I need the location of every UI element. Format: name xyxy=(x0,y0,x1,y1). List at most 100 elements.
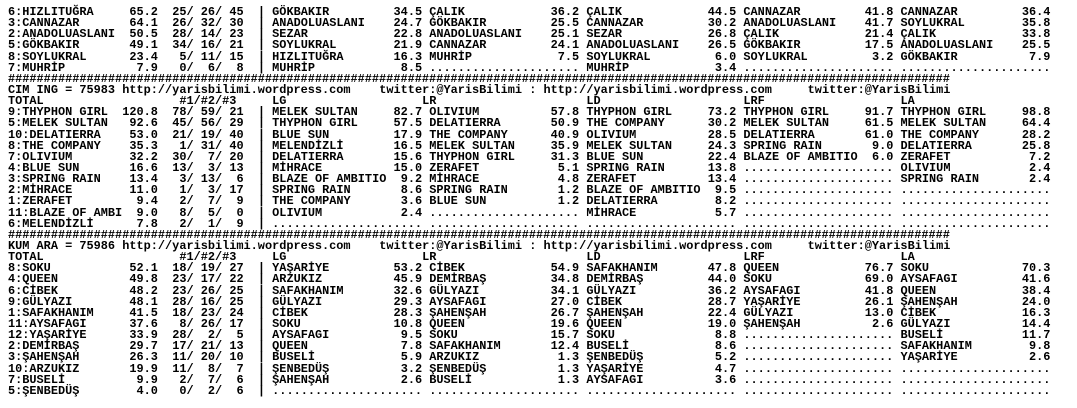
cell-score: 3.4 xyxy=(714,60,737,75)
cell-score: 2.6 xyxy=(1029,350,1051,365)
table-row: 9:GÜLYAZI 48.1 28/16/25 | GÜLYAZI 29.3 AYSAFAG… xyxy=(8,294,1077,309)
cell-score: 1.3 xyxy=(557,372,580,387)
cell-horse-name: BLUE SUN xyxy=(586,149,644,164)
placing-separator: / xyxy=(215,194,223,209)
empty-cell-dots: ..................... xyxy=(743,339,894,354)
cell-horse-name: BUSELİ xyxy=(900,328,944,343)
total-score: 92.6 xyxy=(129,116,158,131)
placing-separator: / xyxy=(186,105,194,120)
placing-separator: / xyxy=(215,339,223,354)
cell-horse-name: ARZUKIZ xyxy=(429,350,480,365)
placing-separator: / xyxy=(215,183,223,198)
separator: ########################################… xyxy=(8,227,950,242)
cell-score: 5.9 xyxy=(400,350,423,365)
table-row: 2:ANADOLUASLANI 50.5 28/14/23 | SEZAR 22.8 ANA… xyxy=(8,27,1077,42)
link-separator: : xyxy=(529,82,537,97)
placing-first: 5 xyxy=(179,49,187,64)
cell-horse-name: GÜLYAZI xyxy=(743,305,794,320)
placing-separator: / xyxy=(215,216,223,231)
cell-horse-name: QUEEN xyxy=(586,316,623,331)
cell-horse-name: YAŞARİYE xyxy=(272,261,330,276)
cell-score: 34.1 xyxy=(550,283,580,298)
cell-score: 25.1 xyxy=(550,27,580,42)
empty-cell-dots: ..................... xyxy=(429,205,580,220)
placing-separator: / xyxy=(186,316,194,331)
column-separator: | xyxy=(257,149,266,164)
placing-first: 28 xyxy=(172,27,187,42)
cell-score: 13.8 xyxy=(707,160,737,175)
horse-name: 3:ŞAHENŞAH xyxy=(8,350,80,365)
horse-name: 9:GÜLYAZI xyxy=(8,294,73,309)
horse-name: 10:ARZUKIZ xyxy=(8,361,80,376)
cell-horse-name: CİBEK xyxy=(272,305,308,320)
placing-separator: / xyxy=(186,305,194,320)
horse-name: 1:SAFAKHANIM xyxy=(8,305,94,320)
placing-first: 2 xyxy=(179,194,187,209)
cell-score: 41.7 xyxy=(864,16,894,31)
placing-first: 11 xyxy=(172,361,187,376)
cell-score: 16.5 xyxy=(393,138,423,153)
cell-horse-name: ANADOLUASLANI xyxy=(743,16,837,31)
placing-first: 25 xyxy=(172,5,187,19)
cell-horse-name: SPRING RAIN xyxy=(586,160,665,175)
column-header: LG xyxy=(272,94,287,109)
placing-third: 13 xyxy=(229,160,244,175)
empty-cell-dots: ..................... xyxy=(586,383,737,398)
total-score: 52.1 xyxy=(129,261,158,276)
cell-horse-name: MELEK SULTAN xyxy=(743,116,830,131)
placing-second: 11 xyxy=(200,49,216,64)
cell-score: 3.2 xyxy=(871,49,894,64)
cell-horse-name: ŞAHENŞAH xyxy=(272,372,330,387)
column-separator: | xyxy=(257,38,266,53)
cell-horse-name: SEZAR xyxy=(272,27,308,42)
cell-score: 24.7 xyxy=(393,16,423,31)
cell-score: 9.5 xyxy=(400,328,423,343)
empty-cell-dots: ..................... xyxy=(900,60,1051,75)
placing-separator: / xyxy=(215,127,223,142)
cell-horse-name: THE COMPANY xyxy=(429,127,508,142)
placing-first: 23 xyxy=(172,283,187,298)
cell-score: 24.0 xyxy=(1021,294,1051,309)
cell-horse-name: MİHRACE xyxy=(429,172,480,187)
placing-third: 20 xyxy=(229,149,244,164)
cell-horse-name: SPRING RAIN xyxy=(272,183,351,198)
race-title: KUM ARA = 75986 xyxy=(8,238,116,253)
cell-score: 1.3 xyxy=(557,361,580,376)
placing-second: 1 xyxy=(207,216,216,231)
table-row: 5:ŞENBEDÜŞ 4.0 0/2/6 |.....................… xyxy=(8,383,1077,398)
column-separator: | xyxy=(257,205,266,220)
column-separator: | xyxy=(257,105,266,120)
table-row: 2:DEMİRBAŞ 29.7 17/21/13 | QUEEN 7.8 SAFAKHANI… xyxy=(8,339,1077,354)
empty-cell-dots: ..................... xyxy=(743,372,894,387)
placing-third: 22 xyxy=(229,272,244,287)
placing-separator: / xyxy=(215,60,223,75)
cell-score: 6.0 xyxy=(714,49,737,64)
cell-score: 34.8 xyxy=(550,272,580,287)
cell-horse-name: GÖKBAKIR xyxy=(429,16,487,31)
cell-score: 5.1 xyxy=(557,160,580,175)
cell-score: 82.7 xyxy=(393,105,423,120)
placing-second: 14 xyxy=(200,27,216,42)
placing-third: 10 xyxy=(229,350,244,365)
column-separator: | xyxy=(257,261,266,276)
cell-score: 28.5 xyxy=(707,127,737,142)
placing-first: 28 xyxy=(172,328,187,343)
separator-line: ########################################… xyxy=(8,73,1077,85)
cell-score: 21.9 xyxy=(393,38,423,53)
horse-name: 7:MUHRİP xyxy=(8,60,66,75)
table-row: 8:SOYLUKRAL 23.4 5/11/15 | HIZLITUĞRA 16.3 MUH… xyxy=(8,49,1077,64)
placing-separator: / xyxy=(215,205,223,220)
cell-horse-name: MELEK SULTAN xyxy=(586,138,672,153)
placing-third: 25 xyxy=(229,294,244,309)
horse-name: 5:ŞENBEDÜŞ xyxy=(8,383,80,398)
total-score: 35.3 xyxy=(129,138,158,153)
column-separator: | xyxy=(257,194,266,209)
cell-horse-name: THYPHON GIRL xyxy=(586,105,672,120)
placing-second: 21 xyxy=(200,339,216,354)
table-row: 1:SAFAKHANIM 41.5 18/23/24 | CİBEK 28.3 ŞAHENŞ… xyxy=(8,305,1077,320)
cell-score: 31.3 xyxy=(550,149,580,164)
cell-score: 8.5 xyxy=(400,60,423,75)
column-header: LD xyxy=(586,250,601,265)
placing-separator: / xyxy=(186,350,194,365)
cell-score: 44.5 xyxy=(707,5,737,19)
